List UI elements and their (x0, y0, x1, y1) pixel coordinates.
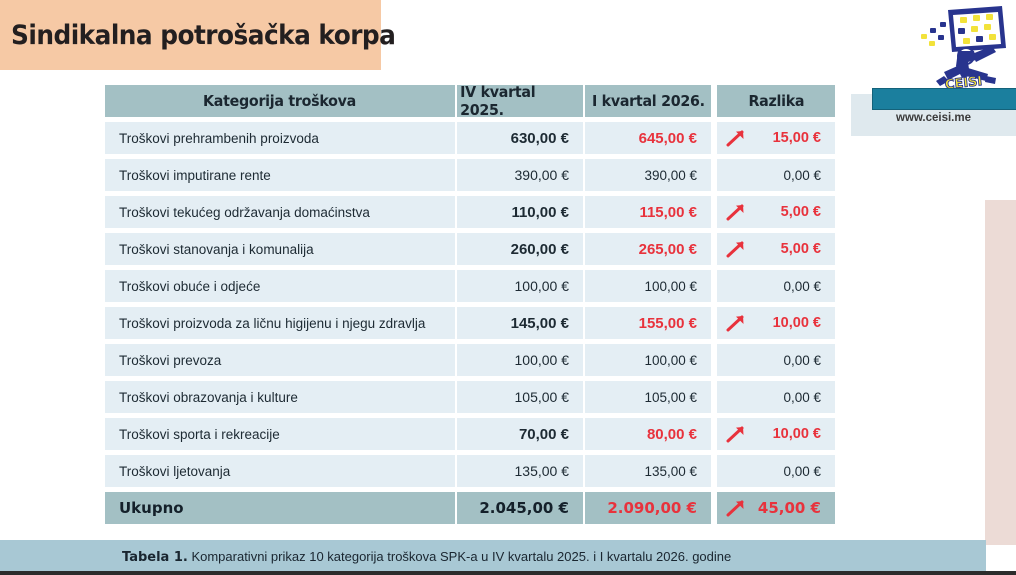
table-row: Troškovi sporta i rekreacije 70,00 €80,00… (105, 418, 836, 450)
row-difference-cell: 0,00 € (717, 381, 835, 413)
table-row: Troškovi tekućeg održavanja domaćinstva 1… (105, 196, 836, 228)
row-difference-cell: 5,00 € (717, 196, 835, 228)
row-category: Troškovi obuće i odjeće (105, 270, 455, 302)
total-q4-2025: 2.045,00 € (457, 492, 583, 524)
row-q1-2026: 645,00 € (585, 122, 711, 154)
column-header-q4-2025: IV kvartal 2025. (457, 83, 583, 119)
row-difference-value: 0,00 € (783, 167, 821, 183)
table-caption-bar: Tabela 1. Komparativni prikaz 10 kategor… (0, 540, 986, 573)
row-q1-2026: 155,00 € (585, 307, 711, 339)
decorative-pink-block (985, 200, 1016, 545)
row-difference-value: 10,00 € (772, 315, 821, 331)
row-difference-value: 0,00 € (783, 389, 821, 405)
row-difference-value: 0,00 € (783, 278, 821, 294)
row-q1-2026: 105,00 € (585, 381, 711, 413)
row-difference-value: 15,00 € (772, 130, 821, 146)
table-row: Troškovi obuće i odjeće 100,00 €100,00 €0… (105, 270, 836, 302)
row-q4-2025: 390,00 € (457, 159, 583, 191)
row-difference-cell: 15,00 € (717, 122, 835, 154)
table-total-row: Ukupno 2.045,00 € 2.090,00 € 45,00 € (105, 492, 836, 524)
row-difference-value: 5,00 € (780, 241, 821, 257)
row-q1-2026: 100,00 € (585, 270, 711, 302)
row-difference-cell: 10,00 € (717, 307, 835, 339)
row-category: Troškovi prehrambenih proizvoda (105, 122, 455, 154)
row-q4-2025: 100,00 € (457, 344, 583, 376)
bottom-rule (0, 571, 1016, 575)
svg-text:CEISI: CEISI (944, 74, 983, 90)
total-label: Ukupno (105, 492, 455, 524)
row-q4-2025: 135,00 € (457, 455, 583, 487)
column-header-difference: Razlika (717, 85, 835, 117)
row-category: Troškovi prevoza (105, 344, 455, 376)
title-block: Sindikalna potrošačka korpa (0, 0, 396, 70)
row-difference-cell: 5,00 € (717, 233, 835, 265)
row-category: Troškovi stanovanja i komunalija (105, 233, 455, 265)
table-header-row: Kategorija troškova IV kvartal 2025. I k… (105, 83, 836, 119)
ceisi-logo: CEISI (900, 2, 1012, 90)
total-difference-cell: 45,00 € (717, 492, 835, 524)
row-category: Troškovi tekućeg održavanja domaćinstva (105, 196, 455, 228)
running-figure-with-tablet-icon: CEISI (921, 6, 1006, 90)
expenses-table: Kategorija troškova IV kvartal 2025. I k… (105, 83, 836, 529)
page-title: Sindikalna potrošačka korpa (11, 19, 396, 51)
table-row: Troškovi obrazovanja i kulture 105,00 €10… (105, 381, 836, 413)
row-q1-2026: 100,00 € (585, 344, 711, 376)
row-difference-value: 5,00 € (780, 204, 821, 220)
website-url: www.ceisi.me (896, 112, 971, 124)
up-arrow-icon (726, 130, 744, 147)
table-row: Troškovi imputirane rente 390,00 €390,00 … (105, 159, 836, 191)
row-q4-2025: 260,00 € (457, 233, 583, 265)
table-row: Troškovi ljetovanja 135,00 €135,00 €0,00 … (105, 455, 836, 487)
row-difference-cell: 0,00 € (717, 344, 835, 376)
up-arrow-icon (726, 500, 744, 517)
table-row: Troškovi stanovanja i komunalija 260,00 €… (105, 233, 836, 265)
row-q1-2026: 265,00 € (585, 233, 711, 265)
row-q1-2026: 135,00 € (585, 455, 711, 487)
row-category: Troškovi proizvoda za ličnu higijenu i n… (105, 307, 455, 339)
row-q1-2026: 115,00 € (585, 196, 711, 228)
table-row: Troškovi prehrambenih proizvoda 630,00 €6… (105, 122, 836, 154)
row-difference-value: 10,00 € (772, 426, 821, 442)
table-row: Troškovi proizvoda za ličnu higijenu i n… (105, 307, 836, 339)
row-category: Troškovi sporta i rekreacije (105, 418, 455, 450)
row-category: Troškovi ljetovanja (105, 455, 455, 487)
row-difference-value: 0,00 € (783, 463, 821, 479)
row-difference-cell: 10,00 € (717, 418, 835, 450)
table-row: Troškovi prevoza 100,00 €100,00 €0,00 € (105, 344, 836, 376)
row-q4-2025: 70,00 € (457, 418, 583, 450)
total-q1-2026: 2.090,00 € (585, 492, 711, 524)
row-difference-cell: 0,00 € (717, 455, 835, 487)
up-arrow-icon (726, 426, 744, 443)
row-q4-2025: 110,00 € (457, 196, 583, 228)
row-difference-cell: 0,00 € (717, 159, 835, 191)
row-q4-2025: 145,00 € (457, 307, 583, 339)
logo-teal-bar (872, 88, 1016, 110)
column-header-category: Kategorija troškova (105, 85, 455, 117)
row-q4-2025: 105,00 € (457, 381, 583, 413)
column-header-q1-2026: I kvartal 2026. (585, 85, 711, 117)
row-q4-2025: 100,00 € (457, 270, 583, 302)
caption-label: Tabela 1. (122, 549, 188, 565)
caption-body: Komparativni prikaz 10 kategorija troško… (187, 548, 732, 564)
row-category: Troškovi obrazovanja i kulture (105, 381, 455, 413)
row-q1-2026: 390,00 € (585, 159, 711, 191)
row-q4-2025: 630,00 € (457, 122, 583, 154)
up-arrow-icon (726, 204, 744, 221)
total-difference-value: 45,00 € (757, 499, 821, 517)
row-category: Troškovi imputirane rente (105, 159, 455, 191)
up-arrow-icon (726, 315, 744, 332)
table-caption: Tabela 1. Komparativni prikaz 10 kategor… (0, 549, 731, 565)
row-q1-2026: 80,00 € (585, 418, 711, 450)
row-difference-cell: 0,00 € (717, 270, 835, 302)
row-difference-value: 0,00 € (783, 352, 821, 368)
up-arrow-icon (726, 241, 744, 258)
